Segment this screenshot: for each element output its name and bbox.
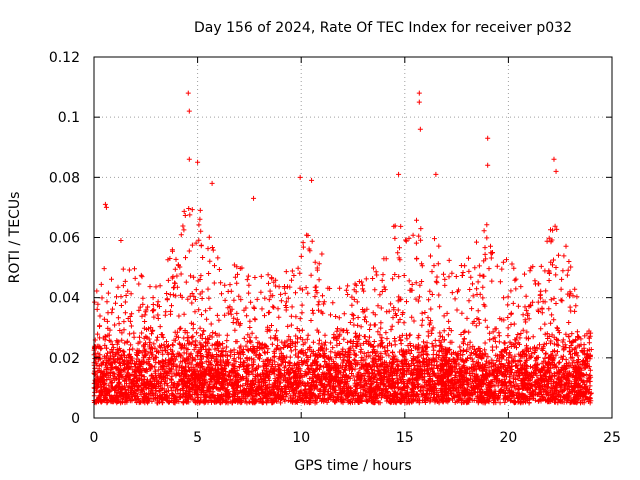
x-tick-label: 15 — [396, 430, 414, 446]
y-tick-label: 0 — [71, 411, 80, 427]
x-tick-label: 5 — [193, 430, 202, 446]
chart-title: Day 156 of 2024, Rate Of TEC Index for r… — [194, 20, 572, 36]
roti-peak-point — [416, 99, 422, 105]
roti-peak-point — [186, 156, 192, 162]
roti-peak-point — [251, 195, 257, 201]
y-axis-label: ROTI / TECUs — [7, 192, 23, 284]
y-tick-label: 0.1 — [58, 110, 80, 126]
x-tick-label: 10 — [292, 430, 310, 446]
data-points — [91, 90, 594, 406]
y-tick-label: 0.12 — [49, 50, 80, 66]
ticks: 0 5 10 15 20 25 0 0.02 0.04 0.06 0.08 0.1 0.12 — [49, 50, 621, 446]
roti-peak-point — [185, 90, 191, 96]
y-tick-label: 0.02 — [49, 351, 80, 367]
roti-peak-point — [103, 204, 109, 210]
x-tick-label: 20 — [499, 430, 517, 446]
roti-peak-point — [396, 171, 402, 177]
roti-peak-point — [417, 126, 423, 132]
roti-peak-point — [485, 135, 491, 141]
roti-peak-point — [485, 162, 491, 168]
roti-peak-point — [102, 201, 108, 207]
roti-peak-point — [209, 180, 215, 186]
roti-peak-point — [433, 171, 439, 177]
y-tick-label: 0.04 — [49, 291, 80, 307]
roti-peak-point — [118, 238, 124, 244]
x-tick-label: 25 — [603, 430, 621, 446]
y-tick-label: 0.08 — [49, 170, 80, 186]
x-tick-label: 0 — [90, 430, 99, 446]
roti-peak-point — [186, 108, 192, 114]
roti-peak-point — [551, 156, 557, 162]
roti-peak-point — [297, 174, 303, 180]
roti-peak-point — [553, 168, 559, 174]
roti-peak-point — [416, 90, 422, 96]
roti-peak-point — [195, 159, 201, 165]
x-axis-label: GPS time / hours — [294, 458, 411, 474]
roti-peak-point — [309, 177, 315, 183]
y-tick-label: 0.06 — [49, 231, 80, 247]
roti-point-cloud — [91, 206, 594, 406]
